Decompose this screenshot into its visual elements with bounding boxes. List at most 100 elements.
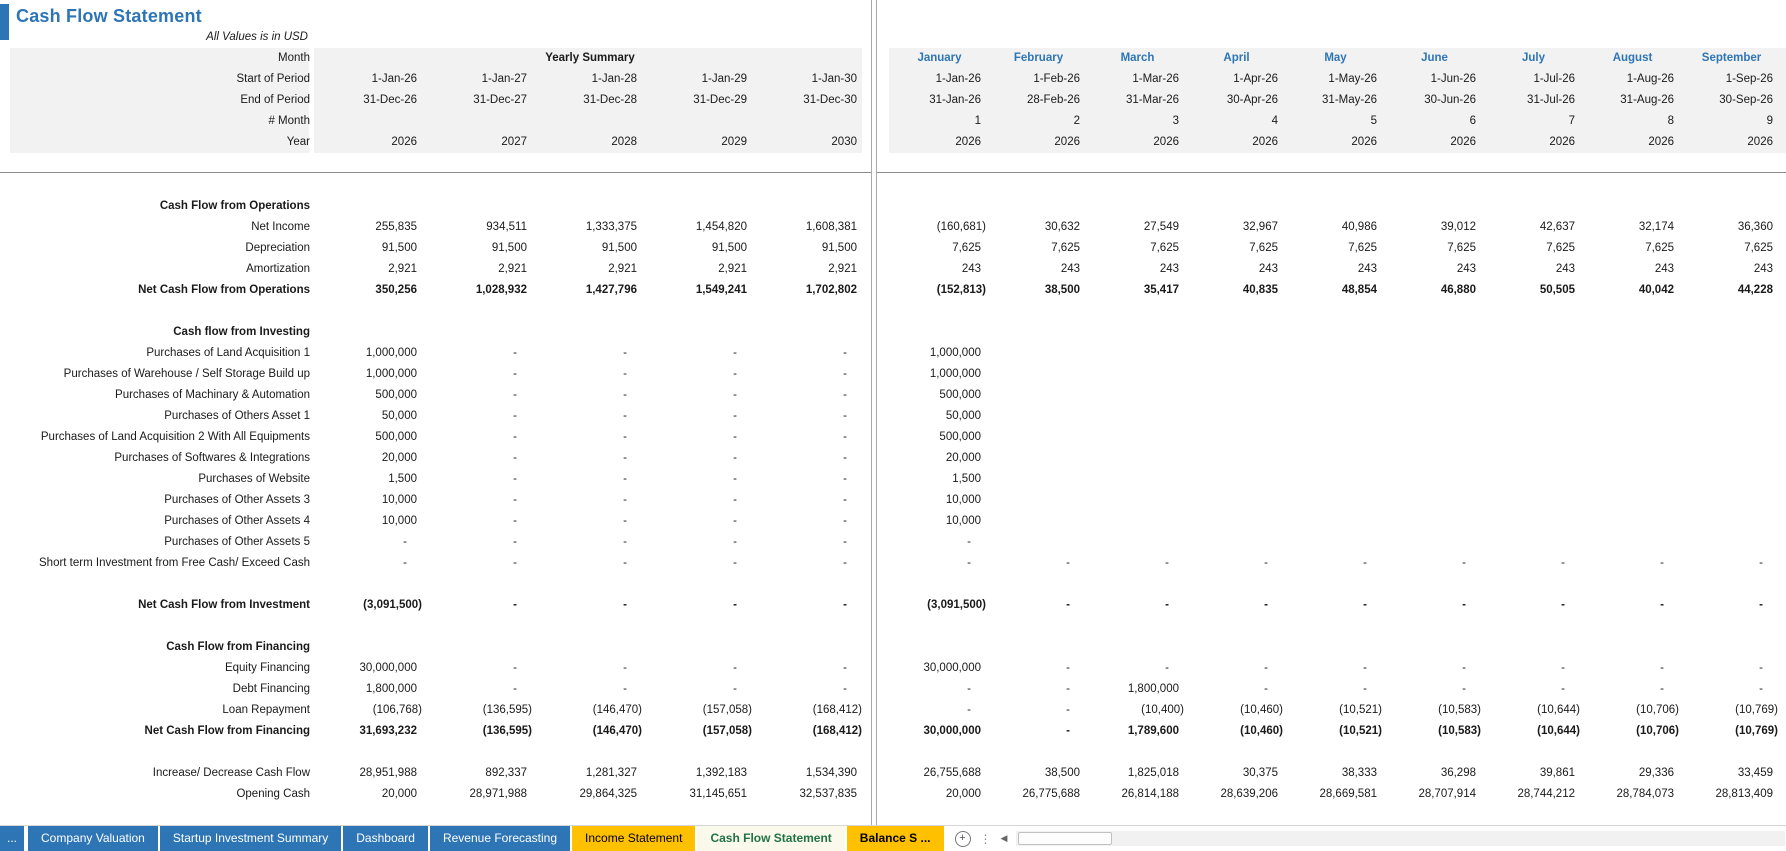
month-value-cell[interactable] [1583,448,1682,469]
month-value-cell[interactable]: 40,835 [1187,280,1286,301]
month-value-cell[interactable]: 1,825,018 [1088,763,1187,784]
month-value-cell[interactable]: 30,000,000 [890,658,989,679]
month-value-cell[interactable]: 36,360 [1682,217,1781,238]
month-value-cell[interactable]: 32,174 [1583,217,1682,238]
year-value-cell[interactable]: 2,921 [535,259,645,280]
row-label[interactable]: Net Cash Flow from Investment [0,595,315,616]
month-value-cell[interactable]: 35,417 [1088,280,1187,301]
year-value-cell[interactable]: - [645,343,755,364]
month-value-cell[interactable]: - [1682,658,1781,679]
month-value-cell[interactable]: - [1682,553,1781,574]
month-end-cell[interactable]: 31-Jan-26 [890,90,989,111]
month-value-cell[interactable]: - [1088,553,1187,574]
row-label[interactable]: Loan Repayment [0,700,315,721]
month-end-cell[interactable]: 31-May-26 [1286,90,1385,111]
month-value-cell[interactable]: 243 [1484,259,1583,280]
year-num-cell[interactable] [425,111,535,132]
year-num-cell[interactable] [315,111,425,132]
month-value-cell[interactable]: - [890,679,989,700]
month-value-cell[interactable] [1385,637,1484,658]
month-value-cell[interactable] [1088,637,1187,658]
month-value-cell[interactable]: 7,625 [1187,238,1286,259]
month-value-cell[interactable]: 30,375 [1187,763,1286,784]
row-label[interactable]: Purchases of Land Acquisition 2 With All… [0,427,315,448]
year-value-cell[interactable]: 1,549,241 [645,280,755,301]
month-value-cell[interactable]: 243 [1385,259,1484,280]
month-value-cell[interactable]: - [1286,553,1385,574]
year-value-cell[interactable]: - [645,532,755,553]
month-header[interactable]: July [1484,48,1583,69]
month-value-cell[interactable]: 243 [1682,259,1781,280]
month-start-cell[interactable]: 1-Apr-26 [1187,69,1286,90]
month-value-cell[interactable]: 29,336 [1583,763,1682,784]
month-year-cell[interactable]: 2026 [1385,132,1484,153]
month-value-cell[interactable] [1385,511,1484,532]
month-value-cell[interactable] [1682,406,1781,427]
month-header[interactable]: March [1088,48,1187,69]
month-value-cell[interactable]: 30,000,000 [890,721,989,742]
year-value-cell[interactable] [425,322,535,343]
year-value-cell[interactable]: - [535,469,645,490]
left-arrow-icon[interactable]: ◀ [1001,833,1008,844]
year-value-cell[interactable] [645,637,755,658]
year-value-cell[interactable]: - [535,364,645,385]
year-num-cell[interactable] [755,111,865,132]
year-value-cell[interactable] [755,322,865,343]
month-value-cell[interactable]: 243 [1088,259,1187,280]
year-value-cell[interactable]: 500,000 [315,385,425,406]
year-value-cell[interactable]: 91,500 [425,238,535,259]
year-value-cell[interactable] [755,196,865,217]
month-value-cell[interactable] [1583,511,1682,532]
month-year-cell[interactable]: 2026 [1484,132,1583,153]
year-value-cell[interactable]: - [535,448,645,469]
row-label[interactable]: Purchases of Warehouse / Self Storage Bu… [0,364,315,385]
year-end-cell[interactable]: 31-Dec-28 [535,90,645,111]
year-year-cell[interactable]: 2029 [645,132,755,153]
year-value-cell[interactable]: 350,256 [315,280,425,301]
year-value-cell[interactable]: 2,921 [425,259,535,280]
year-value-cell[interactable] [315,322,425,343]
month-value-cell[interactable] [1583,196,1682,217]
month-value-cell[interactable] [1088,406,1187,427]
tab-overflow-left[interactable]: ... [0,826,24,851]
month-value-cell[interactable]: (10,460) [1187,700,1286,721]
month-value-cell[interactable] [989,490,1088,511]
month-value-cell[interactable]: - [1583,658,1682,679]
year-value-cell[interactable]: 2,921 [755,259,865,280]
month-value-cell[interactable] [1187,490,1286,511]
year-value-cell[interactable] [315,637,425,658]
header-row-label[interactable]: End of Period [0,90,315,111]
month-end-cell[interactable]: 30-Sep-26 [1682,90,1781,111]
year-value-cell[interactable]: - [755,658,865,679]
month-value-cell[interactable]: 7,625 [1583,238,1682,259]
month-value-cell[interactable]: 38,500 [989,280,1088,301]
month-value-cell[interactable] [1583,637,1682,658]
month-value-cell[interactable]: 38,500 [989,763,1088,784]
month-value-cell[interactable]: - [1187,679,1286,700]
header-row-label[interactable]: Start of Period [0,69,315,90]
year-value-cell[interactable]: (168,412) [755,700,865,721]
month-start-cell[interactable]: 1-Sep-26 [1682,69,1781,90]
month-value-cell[interactable]: - [1187,658,1286,679]
month-value-cell[interactable]: 243 [1286,259,1385,280]
month-value-cell[interactable] [1088,385,1187,406]
row-label[interactable]: Opening Cash [0,784,315,805]
month-value-cell[interactable]: (10,706) [1583,700,1682,721]
month-end-cell[interactable]: 31-Mar-26 [1088,90,1187,111]
month-year-cell[interactable]: 2026 [1088,132,1187,153]
month-year-cell[interactable]: 2026 [1682,132,1781,153]
month-value-cell[interactable] [1088,196,1187,217]
month-value-cell[interactable] [1187,637,1286,658]
month-value-cell[interactable] [890,637,989,658]
month-header[interactable]: January [890,48,989,69]
month-value-cell[interactable]: 39,861 [1484,763,1583,784]
month-value-cell[interactable] [1583,469,1682,490]
month-value-cell[interactable] [1088,490,1187,511]
year-value-cell[interactable]: - [535,511,645,532]
month-value-cell[interactable]: - [1583,679,1682,700]
month-num-cell[interactable]: 6 [1385,111,1484,132]
row-label[interactable]: Short term Investment from Free Cash/ Ex… [0,553,315,574]
month-value-cell[interactable]: 243 [1187,259,1286,280]
month-value-cell[interactable]: 28,744,212 [1484,784,1583,805]
year-value-cell[interactable]: - [535,658,645,679]
